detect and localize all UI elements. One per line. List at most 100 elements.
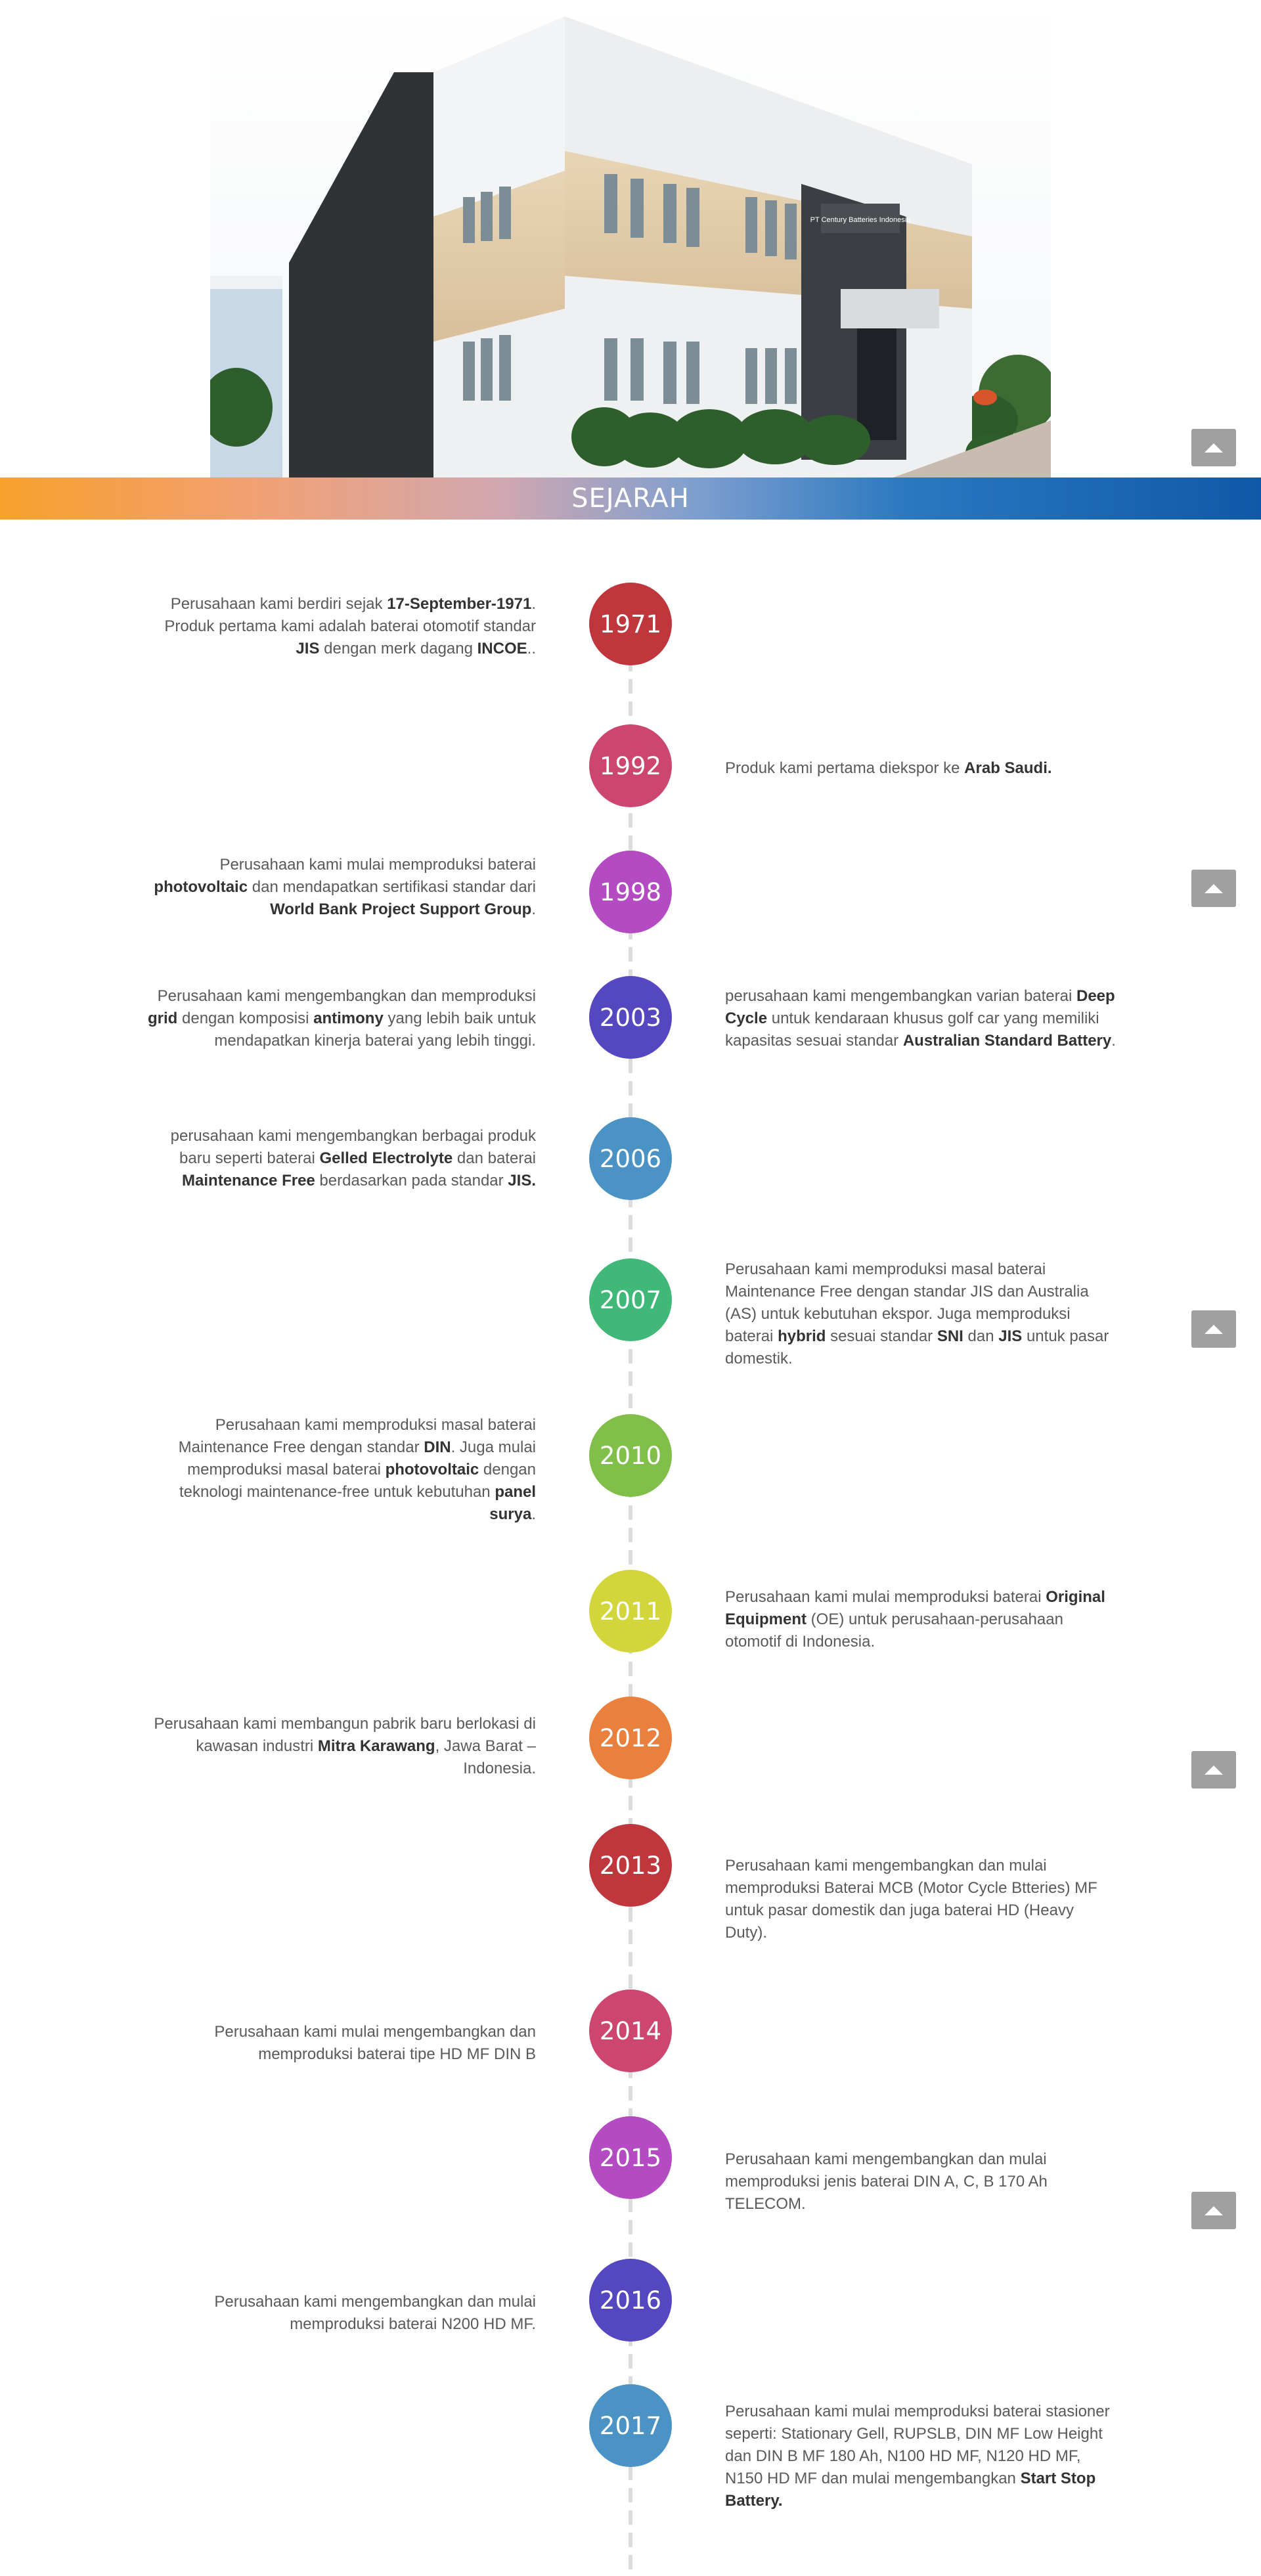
year-label: 2015 — [599, 2143, 662, 2172]
highlight-text: photovoltaic — [154, 878, 248, 896]
year-marker-1971: 1971 — [589, 583, 672, 665]
description-text: berdasarkan pada standar — [315, 1172, 508, 1189]
timeline-description: Perusahaan kami mengembangkan dan mulai … — [725, 2148, 1119, 2215]
description-text: . Juga mulai memproduksi masal baterai — [187, 1438, 536, 1478]
timeline-description: Perusahaan kami berdiri sejak 17-Septemb… — [142, 593, 536, 660]
description-text: perusahaan kami mengembangkan berbagai p… — [170, 1127, 536, 1167]
highlight-text: JIS. — [508, 1172, 536, 1189]
scroll-top-button[interactable] — [1191, 870, 1236, 907]
description-text: Perusahaan kami mengembangkan dan mulai … — [725, 2150, 1048, 2213]
year-label: 2006 — [599, 1144, 662, 1173]
timeline-description: Produk kami pertama diekspor ke Arab Sau… — [725, 757, 1119, 780]
description-text: untuk kendaraan khusus golf car yang mem… — [725, 1010, 1099, 1050]
year-marker-2012: 2012 — [589, 1697, 672, 1779]
caret-up-icon — [1205, 883, 1223, 893]
timeline-description: perusahaan kami mengembangkan varian bat… — [725, 985, 1119, 1052]
highlight-text: INCOE — [477, 640, 527, 657]
description-text: . — [531, 1505, 536, 1523]
year-label: 2007 — [599, 1285, 662, 1314]
description-text: dan mendapatkan sertifikasi standar dari — [248, 878, 536, 896]
year-marker-2006: 2006 — [589, 1117, 672, 1200]
highlight-text: Gelled Electrolyte — [319, 1149, 453, 1167]
caret-up-icon — [1205, 1765, 1223, 1775]
year-marker-2017: 2017 — [589, 2384, 672, 2467]
section-banner: SEJARAH — [0, 477, 1261, 520]
timeline-description: Perusahaan kami membangun pabrik baru be… — [142, 1713, 536, 1780]
scroll-top-button[interactable] — [1191, 1310, 1236, 1348]
description-text: Perusahaan kami mulai memproduksi batera… — [219, 856, 536, 874]
highlight-text: grid — [148, 1010, 178, 1027]
highlight-text: Maintenance Free — [182, 1172, 315, 1189]
scroll-top-button[interactable] — [1191, 2192, 1236, 2229]
scroll-top-button[interactable] — [1191, 429, 1236, 466]
highlight-text: Deep Cycle — [725, 987, 1115, 1027]
year-marker-2016: 2016 — [589, 2259, 672, 2342]
description-text: Perusahaan kami mengembangkan dan mulai … — [214, 2293, 536, 2333]
description-text: . — [531, 900, 536, 918]
timeline-description: Perusahaan kami memproduksi masal batera… — [142, 1414, 536, 1526]
highlight-text: JIS — [296, 640, 320, 657]
highlight-text: photovoltaic — [385, 1461, 479, 1478]
timeline-description: Perusahaan kami mengembangkan dan mempro… — [142, 985, 536, 1052]
highlight-text: JIS — [998, 1327, 1023, 1345]
scroll-top-button[interactable] — [1191, 1751, 1236, 1788]
year-label: 2017 — [599, 2411, 662, 2440]
year-label: 2012 — [599, 1723, 662, 1752]
highlight-text: World Bank Project Support Group — [270, 900, 532, 918]
highlight-text: panel surya — [489, 1483, 536, 1523]
highlight-text: antimony — [313, 1010, 384, 1027]
highlight-text: Arab Saudi. — [964, 759, 1052, 777]
description-text: dengan merk dagang — [319, 640, 477, 657]
description-text: Perusahaan kami mengembangkan dan mulai … — [725, 1857, 1097, 1942]
timeline-description: Perusahaan kami mulai memproduksi batera… — [142, 854, 536, 921]
description-text: dan — [963, 1327, 999, 1345]
highlight-text: DIN — [424, 1438, 451, 1456]
description-text: Perusahaan kami mengembangkan dan mempro… — [157, 987, 536, 1005]
year-marker-2011: 2011 — [589, 1570, 672, 1653]
description-text: , Jawa Barat – Indonesia. — [435, 1737, 536, 1777]
description-text: . Produk pertama kami adalah baterai oto… — [164, 595, 536, 635]
highlight-text: Mitra Karawang — [317, 1737, 435, 1755]
description-text: Perusahaan kami membangun pabrik baru be… — [154, 1715, 536, 1755]
highlight-text: hybrid — [778, 1327, 826, 1345]
timeline-description: Perusahaan kami mengembangkan dan mulai … — [725, 1855, 1119, 1944]
caret-up-icon — [1205, 1324, 1223, 1334]
highlight-text: Start Stop Battery. — [725, 2470, 1096, 2510]
description-text: sesuai standar — [826, 1327, 937, 1345]
year-label: 2011 — [599, 1597, 662, 1626]
timeline-description: Perusahaan kami mulai memproduksi batera… — [725, 1586, 1119, 1653]
year-marker-2003: 2003 — [589, 976, 672, 1059]
highlight-text: 17-September-1971 — [387, 595, 532, 613]
description-text: Perusahaan kami mulai mengembangkan dan … — [214, 2023, 536, 2063]
year-marker-2015: 2015 — [589, 2116, 672, 2199]
description-text: Perusahaan kami berdiri sejak — [170, 595, 387, 613]
year-label: 2010 — [599, 1441, 662, 1470]
description-text: dengan teknologi maintenance-free untuk … — [179, 1461, 536, 1501]
year-label: 1998 — [599, 877, 662, 906]
description-text: perusahaan kami mengembangkan varian bat… — [725, 987, 1076, 1005]
timeline-description: Perusahaan kami mengembangkan dan mulai … — [142, 2291, 536, 2336]
description-text: .. — [527, 640, 536, 657]
building-photo: PT Century Batteries Indonesia — [210, 0, 1051, 477]
description-text: Produk kami pertama diekspor ke — [725, 759, 965, 777]
timeline-description: Perusahaan kami mulai mengembangkan dan … — [142, 2021, 536, 2066]
description-text: dan baterai — [453, 1149, 536, 1167]
description-text: untuk pasar domestik. — [725, 1327, 1109, 1367]
caret-up-icon — [1205, 443, 1223, 453]
year-marker-2014: 2014 — [589, 1989, 672, 2072]
year-label: 2016 — [599, 2286, 662, 2315]
year-marker-2007: 2007 — [589, 1258, 672, 1341]
year-marker-2013: 2013 — [589, 1824, 672, 1907]
description-text: Perusahaan kami memproduksi masal batera… — [178, 1416, 536, 1456]
year-label: 1992 — [599, 751, 662, 780]
year-marker-2010: 2010 — [589, 1414, 672, 1497]
highlight-text: Australian Standard Battery — [902, 1032, 1112, 1050]
description-text: Perusahaan kami mulai memproduksi batera… — [725, 2403, 1110, 2487]
highlight-text: SNI — [937, 1327, 963, 1345]
year-marker-1992: 1992 — [589, 724, 672, 807]
building-sign-text: PT Century Batteries Indonesia — [810, 216, 912, 224]
description-text: . — [1111, 1032, 1116, 1050]
timeline-description: Perusahaan kami memproduksi masal batera… — [725, 1258, 1119, 1370]
highlight-text: Original Equipment — [725, 1588, 1105, 1628]
year-label: 2003 — [599, 1003, 662, 1032]
